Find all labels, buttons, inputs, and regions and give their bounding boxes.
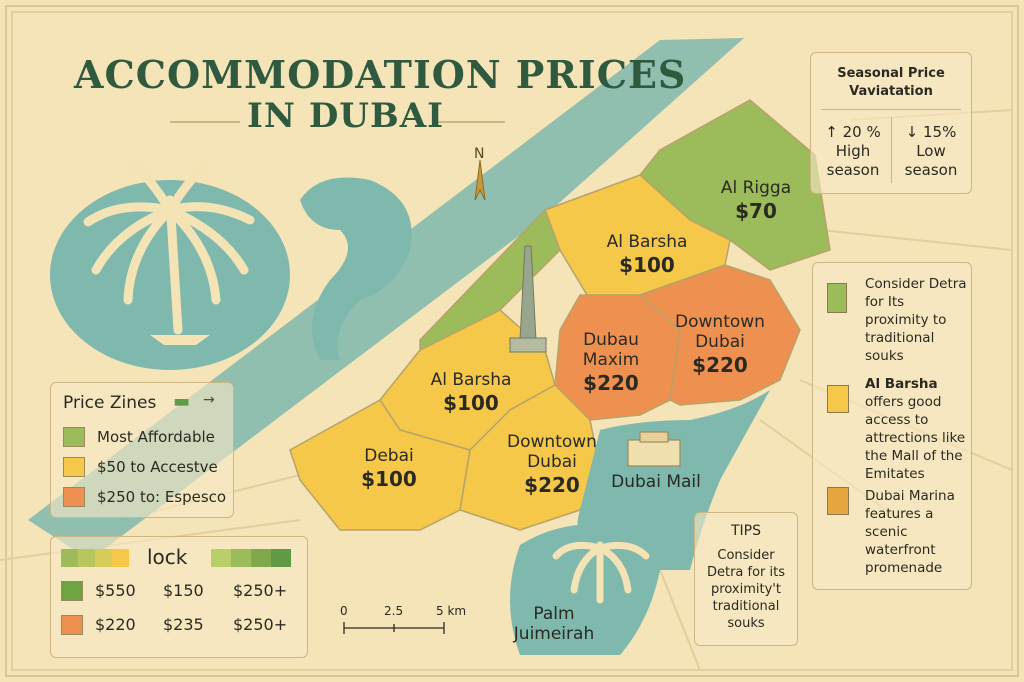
page-subtitle: IN DUBAI	[247, 96, 444, 136]
label-al-barsha-north: Al Barsha $100	[606, 232, 688, 277]
legend-row: $50 to Accestve	[63, 457, 218, 477]
palm-label: Palm Juimeirah	[513, 604, 595, 644]
divider	[891, 117, 892, 183]
grid-cell: $235	[163, 615, 204, 634]
downtown-east-name: Downtown Dubai	[675, 312, 765, 352]
scale-label: 0	[340, 604, 348, 618]
swatch-expensive	[63, 487, 85, 507]
grid-cell: $250+	[233, 581, 288, 600]
grid-cell: $150	[163, 581, 204, 600]
label-dubau-maxim: Dubau Maxim $220	[566, 330, 656, 396]
color-bar-right	[211, 549, 291, 567]
compass-label: N	[474, 146, 485, 162]
price-zones-legend: Price Zines ▬ → Most Affordable $50 to A…	[50, 382, 234, 518]
page-title: ACCOMMODATION PRICES	[74, 52, 687, 97]
grid-cell: $250+	[233, 615, 288, 634]
compass-icon	[474, 159, 486, 201]
seasonal-title: Seasonal Price Vaviatation	[837, 66, 945, 99]
tips-box: TIPS Consider Detra for its proximity't tra…	[694, 512, 798, 646]
scale-label: 2.5	[384, 604, 404, 618]
price-grid-panel: lock $550 $150 $250+ $220 $235 $250+	[50, 536, 308, 658]
car-icon: ▬	[173, 391, 191, 412]
grid-row-swatch	[61, 615, 83, 635]
frame-outer	[5, 5, 1019, 677]
color-bar-left	[61, 549, 129, 567]
burj-tower-icon	[509, 245, 547, 353]
scale-label: 5 km	[436, 604, 467, 618]
tips-text: Consider Detra for its proximity't traditio…	[706, 548, 786, 631]
grid-header: lock	[147, 545, 188, 569]
label-debai: Debai $100	[361, 446, 417, 491]
district-downtown-east	[638, 264, 801, 406]
tip-text: Al Barsha offers good access to attrecti…	[865, 376, 966, 482]
arrow-down-icon: ↓	[905, 123, 919, 141]
scale-bar	[343, 622, 445, 634]
tips-title: TIPS	[730, 523, 761, 539]
tip-text: Dubai Marina features a scenic waterfron…	[865, 488, 955, 576]
high-season: ↑ 20 % High season	[825, 123, 881, 179]
divider	[821, 109, 961, 110]
building-icon	[827, 385, 849, 413]
building-icon	[827, 487, 849, 515]
legend-row: $250 to: Espesco	[63, 487, 226, 507]
grid-cell: $550	[95, 581, 136, 600]
seasonal-panel: Seasonal Price Vaviatation ↑ 20 % High sea…	[810, 52, 972, 194]
legend-row: Most Affordable	[63, 427, 215, 447]
low-season: ↓ 15% Low season	[904, 123, 958, 179]
label-al-barsha-mid: Al Barsha $100	[430, 370, 512, 415]
downtown-south-name: Downtown Dubai	[507, 432, 597, 472]
mall-building-icon	[627, 431, 681, 467]
palm-island-left	[50, 163, 290, 370]
tip-text: Consider Detra for Its proximity to trad…	[865, 276, 967, 364]
frame-inner	[11, 11, 1013, 671]
label-downtown-south: Downtown Dubai $220	[492, 432, 612, 498]
swatch-mid	[63, 457, 85, 477]
palm-island-south	[552, 541, 650, 604]
arrow-right-icon: →	[203, 392, 215, 408]
mall-label: Dubai Mail	[611, 472, 701, 492]
tips-side-panel: Consider Detra for Its proximity to trad…	[812, 262, 972, 590]
creek-water	[577, 390, 770, 570]
grid-cell: $220	[95, 615, 136, 634]
label-downtown-east: Downtown Dubai $220	[660, 312, 780, 378]
swatch-affordable	[63, 427, 85, 447]
dubau-maxim-line1: Dubau Maxim	[582, 330, 640, 370]
palm-water	[510, 524, 660, 655]
legend-title: Price Zines	[63, 393, 157, 413]
arrow-up-icon: ↑	[825, 123, 838, 141]
label-al-rigga: Al Rigga $70	[720, 178, 792, 223]
lagoon-island	[300, 177, 412, 360]
grid-row-swatch	[61, 581, 83, 601]
building-icon	[827, 283, 847, 313]
